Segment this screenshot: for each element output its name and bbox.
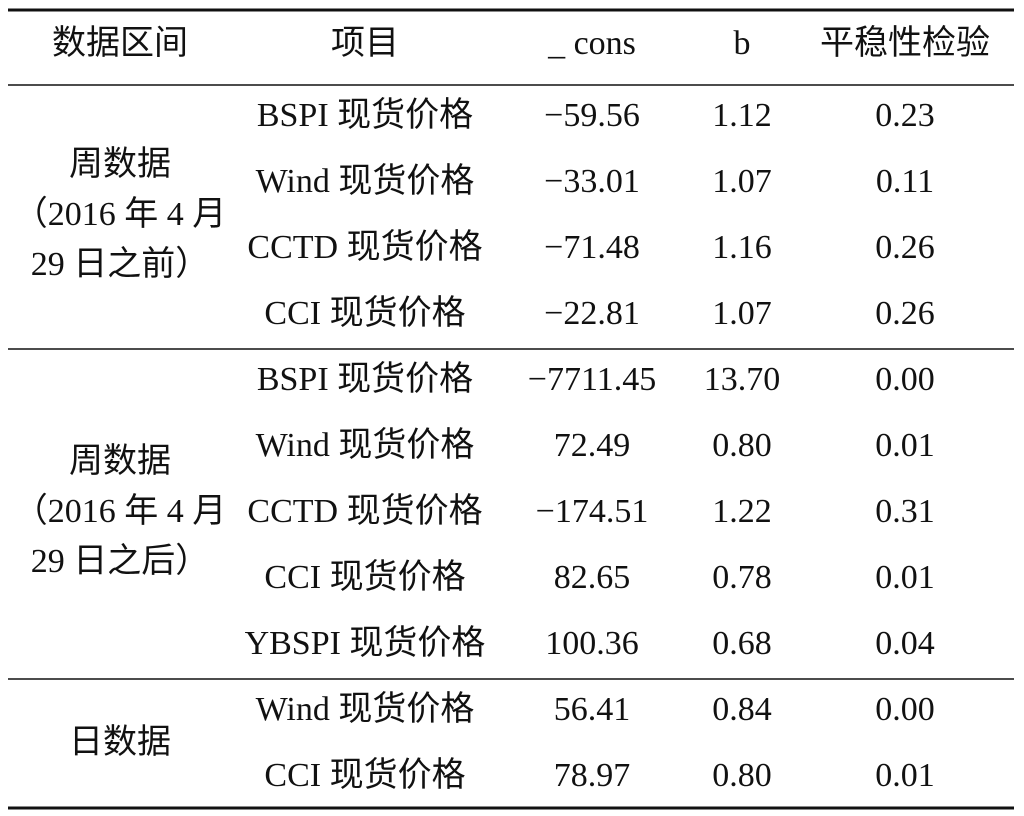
value-cell: 0.26 bbox=[875, 295, 935, 332]
value-cell: −7711.45 bbox=[528, 361, 656, 398]
value-cell: 1.07 bbox=[712, 163, 772, 200]
value-cell: 0.00 bbox=[875, 361, 935, 398]
value-cell: 1.07 bbox=[712, 295, 772, 332]
item-cell: CCI 现货价格 bbox=[264, 294, 465, 332]
item-cell: CCI 现货价格 bbox=[264, 558, 465, 596]
value-cell: 0.00 bbox=[875, 691, 935, 728]
header-cell: 平稳性检验 bbox=[820, 24, 990, 62]
value-cell: 56.41 bbox=[554, 691, 631, 728]
group-label: （2016 年 4 月 bbox=[14, 195, 227, 233]
value-cell: 13.70 bbox=[704, 361, 781, 398]
group-label: 29 日之后） bbox=[31, 542, 210, 580]
group-label: 周数据 bbox=[69, 442, 171, 480]
group-label: （2016 年 4 月 bbox=[14, 492, 227, 530]
value-cell: −59.56 bbox=[544, 97, 640, 134]
value-cell: 1.16 bbox=[712, 229, 772, 266]
item-cell: BSPI 现货价格 bbox=[257, 96, 473, 134]
group-label: 29 日之前） bbox=[31, 245, 210, 283]
group-label: 日数据 bbox=[69, 723, 171, 761]
item-cell: BSPI 现货价格 bbox=[257, 360, 473, 398]
value-cell: −33.01 bbox=[544, 163, 640, 200]
value-cell: 0.04 bbox=[875, 625, 935, 662]
value-cell: −71.48 bbox=[544, 229, 640, 266]
item-cell: CCTD 现货价格 bbox=[247, 492, 482, 530]
value-cell: 0.78 bbox=[712, 559, 772, 596]
item-cell: YBSPI 现货价格 bbox=[245, 624, 486, 662]
header-cell: 项目 bbox=[331, 25, 399, 62]
value-cell: −174.51 bbox=[536, 493, 649, 530]
value-cell: 0.11 bbox=[876, 163, 934, 200]
value-cell: 0.80 bbox=[712, 427, 772, 464]
value-cell: 0.23 bbox=[875, 97, 935, 134]
header-cell: b bbox=[734, 25, 751, 62]
value-cell: 0.01 bbox=[875, 757, 935, 794]
item-cell: CCI 现货价格 bbox=[264, 756, 465, 794]
item-cell: Wind 现货价格 bbox=[256, 426, 475, 464]
value-cell: 0.01 bbox=[875, 427, 935, 464]
value-cell: 78.97 bbox=[554, 757, 631, 794]
value-cell: −22.81 bbox=[544, 295, 640, 332]
item-cell: Wind 现货价格 bbox=[256, 162, 475, 200]
group-label: 周数据 bbox=[69, 145, 171, 183]
value-cell: 1.22 bbox=[712, 493, 772, 530]
value-cell: 72.49 bbox=[554, 427, 631, 464]
header-cell: _ cons bbox=[547, 25, 636, 62]
value-cell: 0.80 bbox=[712, 757, 772, 794]
value-cell: 0.31 bbox=[875, 493, 935, 530]
value-cell: 0.26 bbox=[875, 229, 935, 266]
value-cell: 82.65 bbox=[554, 559, 631, 596]
value-cell: 100.36 bbox=[545, 625, 639, 662]
header-cell: 数据区间 bbox=[52, 24, 188, 62]
item-cell: Wind 现货价格 bbox=[256, 690, 475, 728]
value-cell: 1.12 bbox=[712, 97, 772, 134]
value-cell: 0.01 bbox=[875, 559, 935, 596]
value-cell: 0.68 bbox=[712, 625, 772, 662]
item-cell: CCTD 现货价格 bbox=[247, 228, 482, 266]
value-cell: 0.84 bbox=[712, 691, 772, 728]
